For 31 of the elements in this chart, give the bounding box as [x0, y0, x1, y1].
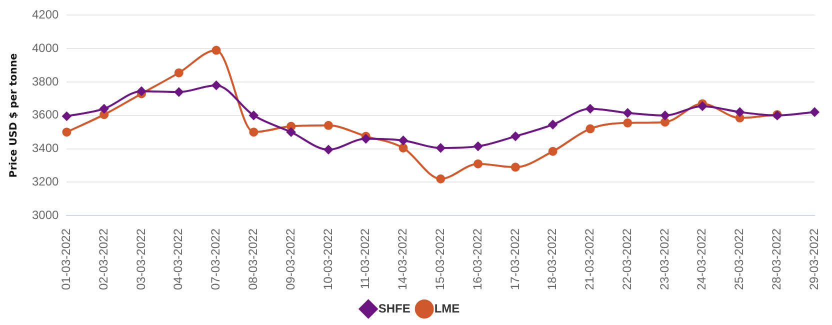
x-tick-label: 02-03-2022: [96, 228, 110, 290]
x-tick-label: 01-03-2022: [59, 228, 74, 290]
x-tick-label: 25-03-2022: [732, 228, 746, 290]
y-tick-label: 3600: [32, 108, 60, 122]
x-tick-label: 15-03-2022: [432, 228, 447, 290]
x-tick-label: 22-03-2022: [620, 228, 634, 290]
x-tick-label: 08-03-2022: [246, 228, 260, 290]
x-tick-label: 03-03-2022: [134, 228, 148, 290]
y-tick-label: 3000: [32, 208, 60, 222]
y-tick-label: 4000: [32, 40, 60, 55]
x-tick-label: 23-03-2022: [657, 228, 672, 290]
x-tick-label: 04-03-2022: [171, 228, 186, 290]
y-tick-label: 3200: [32, 174, 60, 189]
x-tick-label: 16-03-2022: [470, 228, 484, 290]
x-tick-label: 14-03-2022: [396, 228, 410, 290]
x-tick-label: 11-03-2022: [358, 228, 372, 290]
legend-label: SHFE: [378, 301, 410, 316]
x-tick-label: 17-03-2022: [508, 228, 522, 290]
y-tick-label: 3800: [32, 74, 60, 88]
x-tick-label: 24-03-2022: [694, 228, 709, 290]
x-tick-label: 09-03-2022: [283, 228, 298, 290]
y-tick-label: 4200: [32, 8, 60, 22]
x-tick-label: 10-03-2022: [320, 228, 335, 290]
x-tick-label: 28-03-2022: [770, 228, 784, 290]
x-tick-label: 18-03-2022: [545, 228, 560, 290]
x-tick-label: 21-03-2022: [582, 228, 597, 290]
y-tick-label: 3400: [32, 141, 60, 156]
legend-label: LME: [434, 301, 460, 316]
x-tick-label: 07-03-2022: [208, 228, 223, 290]
y-axis-title: Price USD $ per tonne: [8, 52, 20, 178]
x-tick-label: 29-03-2022: [806, 228, 821, 290]
